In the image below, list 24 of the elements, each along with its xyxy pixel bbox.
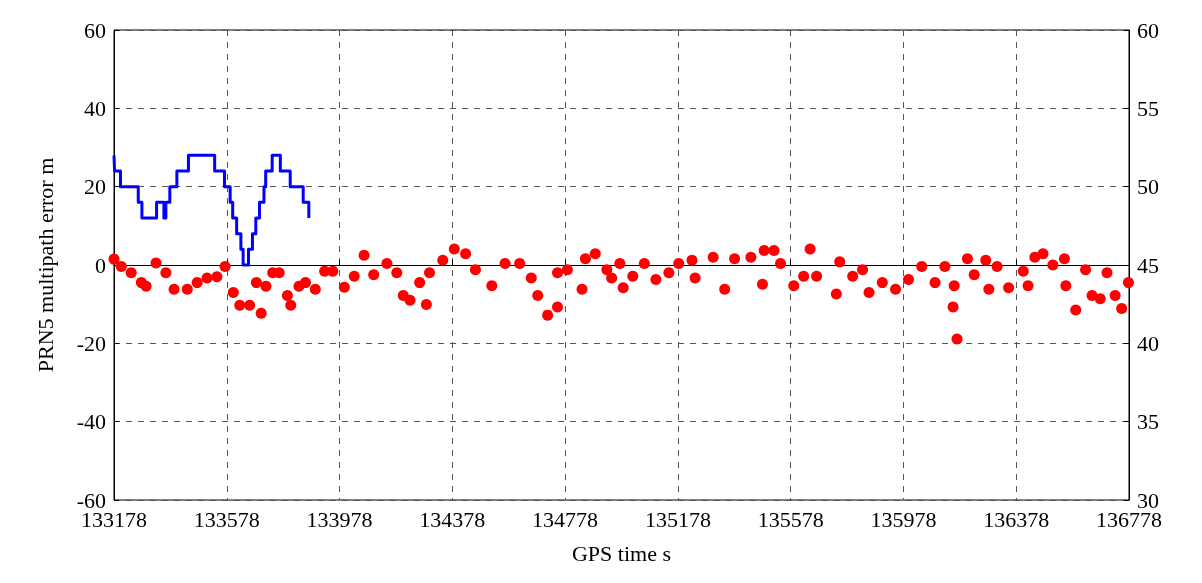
y2-tick-label: 55 (1137, 95, 1159, 121)
y-tick-label: 40 (84, 95, 106, 121)
y2-tick-label: 35 (1137, 409, 1159, 435)
y-tick-label: -40 (76, 409, 106, 435)
x-tick-label: 136378 (983, 506, 1050, 532)
y-axis-title: PRN5 multipath error m (32, 157, 58, 373)
x-tick-label: 134778 (532, 506, 599, 532)
y2-tick-label: 40 (1137, 330, 1159, 356)
x-tick-label: 135978 (870, 506, 937, 532)
y-tick-label: 0 (95, 252, 106, 278)
y-tick-label: 20 (84, 174, 106, 200)
y2-tick-label: 60 (1137, 17, 1159, 43)
x-tick-label: 135578 (757, 506, 824, 532)
x-tick-label: 133578 (193, 506, 260, 532)
x-tick-label: 133978 (306, 506, 373, 532)
x-tick-label: 134378 (419, 506, 486, 532)
y2-tick-label: 30 (1137, 487, 1159, 513)
y-tick-label: -60 (76, 487, 106, 513)
x-axis-title: GPS time s (571, 540, 672, 566)
y2-tick-label: 45 (1137, 252, 1159, 278)
x-tick-label: 135178 (644, 506, 711, 532)
y-tick-label: 60 (84, 17, 106, 43)
y2-tick-label: 50 (1137, 174, 1159, 200)
y-tick-label: -20 (76, 330, 106, 356)
